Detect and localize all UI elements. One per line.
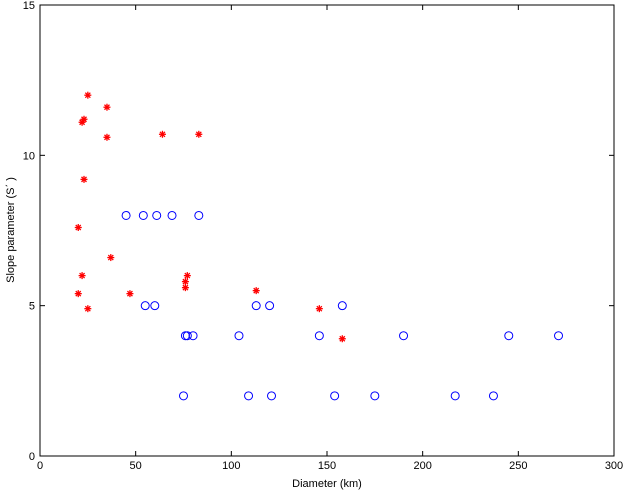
- asterisk-data-point: [181, 284, 189, 292]
- asterisk-data-point: [80, 115, 88, 123]
- circle-data-point: [399, 331, 409, 341]
- y-tick-label: 0: [29, 451, 35, 463]
- x-tick-label: 150: [318, 460, 336, 472]
- asterisk-data-point: [74, 290, 82, 298]
- circle-data-point: [150, 301, 160, 311]
- circle-data-point: [234, 331, 244, 341]
- axis-ticks: [39, 4, 615, 457]
- asterisk-data-point: [80, 175, 88, 183]
- circle-data-point: [265, 301, 275, 311]
- circle-data-point: [337, 301, 347, 311]
- circle-data-point: [138, 210, 148, 220]
- circle-data-point: [167, 210, 177, 220]
- asterisk-data-point: [158, 130, 166, 138]
- asterisk-data-point: [338, 335, 346, 343]
- plot-area: [39, 4, 615, 457]
- x-axis-label: Diameter (km): [292, 478, 362, 490]
- x-tick-label: 50: [130, 460, 142, 472]
- circle-data-point: [554, 331, 564, 341]
- y-axis-label: Slope parameter (S΄ ): [5, 177, 17, 283]
- asterisk-data-point: [74, 223, 82, 231]
- asterisk-data-point: [107, 254, 115, 262]
- circle-data-point: [251, 301, 261, 311]
- asterisk-data-point: [126, 290, 134, 298]
- circle-data-point: [330, 391, 340, 401]
- circle-data-point: [370, 391, 380, 401]
- asterisk-data-point: [252, 287, 260, 295]
- circle-data-point: [504, 331, 514, 341]
- circle-data-point: [194, 210, 204, 220]
- asterisk-data-point: [315, 305, 323, 313]
- asterisk-data-point: [84, 305, 92, 313]
- circle-data-point: [267, 391, 277, 401]
- circle-data-point: [314, 331, 324, 341]
- x-tick-label: 250: [509, 460, 527, 472]
- x-tick-label: 300: [605, 460, 623, 472]
- tick-labels: 0 50 100 150 200 250 300 0 5 10 15: [23, 0, 623, 472]
- circle-data-point: [121, 210, 131, 220]
- data-points: [74, 91, 564, 401]
- y-tick-label: 15: [23, 0, 35, 12]
- x-tick-label: 0: [37, 460, 43, 472]
- y-tick-label: 5: [29, 301, 35, 313]
- asterisk-data-point: [84, 91, 92, 99]
- asterisk-data-point: [195, 130, 203, 138]
- circle-data-point: [450, 391, 460, 401]
- circle-data-point: [140, 301, 150, 311]
- asterisk-data-point: [78, 272, 86, 280]
- asterisk-data-point: [181, 278, 189, 286]
- asterisk-data-point: [103, 133, 111, 141]
- circle-data-point: [188, 331, 198, 341]
- y-tick-label: 10: [23, 150, 35, 162]
- x-tick-label: 200: [413, 460, 431, 472]
- x-tick-label: 100: [222, 460, 240, 472]
- circle-data-point: [182, 331, 192, 341]
- circle-data-point: [179, 391, 188, 401]
- asterisk-data-point: [183, 272, 191, 280]
- asterisk-data-point: [103, 103, 111, 111]
- circle-data-point: [488, 391, 498, 401]
- circle-data-point: [244, 391, 254, 401]
- circle-data-point: [152, 210, 162, 220]
